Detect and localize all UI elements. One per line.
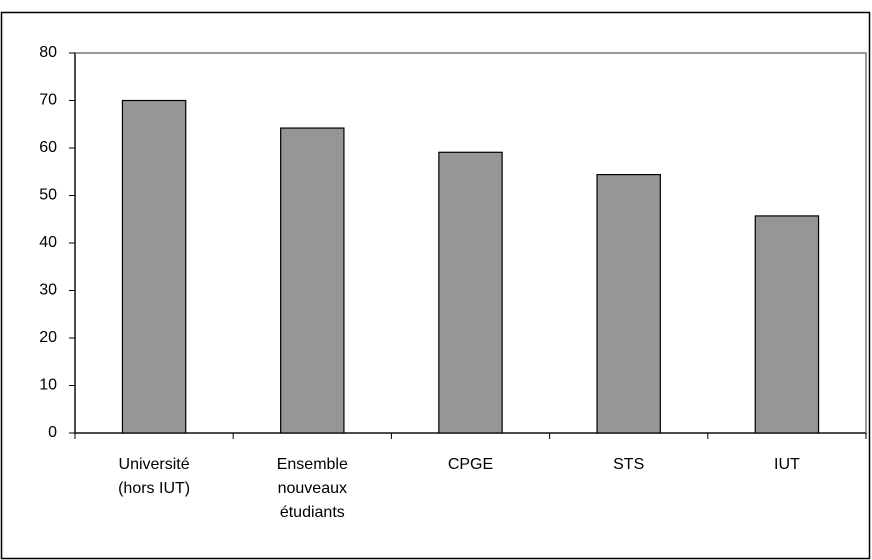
- x-tick-label: Université (hors IUT): [118, 456, 191, 497]
- y-tick-label: 70: [39, 92, 57, 109]
- bar: [596, 174, 661, 434]
- y-tick-label: 30: [39, 282, 57, 299]
- y-tick-label: 80: [39, 44, 57, 61]
- y-tick-label: 40: [39, 234, 57, 251]
- bar: [438, 151, 503, 434]
- y-tick-label: 60: [39, 139, 57, 156]
- bar: [754, 215, 820, 434]
- bar: [280, 127, 345, 434]
- y-tick-label: 50: [39, 187, 57, 204]
- bar: [121, 99, 187, 434]
- y-tick-label: 20: [39, 329, 57, 346]
- y-tick-label: 10: [39, 377, 57, 394]
- x-tick-label: Ensemble nouveaux étudiants: [276, 456, 348, 521]
- x-tick-label: IUT: [774, 456, 800, 473]
- x-tick-label: CPGE: [447, 456, 494, 473]
- x-tick-label: STS: [613, 456, 645, 473]
- y-tick-label: 0: [48, 424, 57, 441]
